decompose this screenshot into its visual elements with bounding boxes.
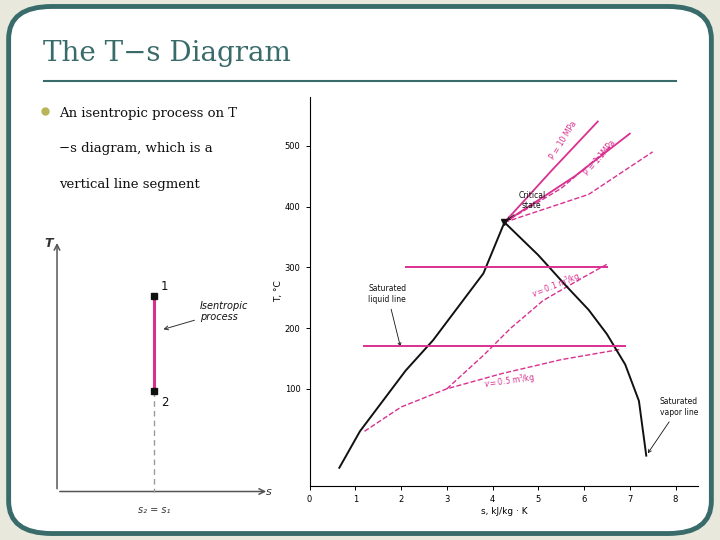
Text: P = 10 MPa: P = 10 MPa <box>548 120 579 161</box>
Text: s: s <box>266 487 271 497</box>
Text: Saturated
liquid line: Saturated liquid line <box>369 285 406 346</box>
Text: s₂ = s₁: s₂ = s₁ <box>138 505 170 515</box>
Y-axis label: T, °C: T, °C <box>274 281 283 302</box>
Text: $v=0.5\ \mathrm{m}^3\!/\mathrm{kg}$: $v=0.5\ \mathrm{m}^3\!/\mathrm{kg}$ <box>483 370 536 392</box>
X-axis label: s, kJ/kg · K: s, kJ/kg · K <box>481 507 527 516</box>
Text: $v=0.1\ \mathrm{m}^3\!/\mathrm{kg}$: $v=0.1\ \mathrm{m}^3\!/\mathrm{kg}$ <box>529 269 582 302</box>
Text: Saturated
vapor line: Saturated vapor line <box>648 397 698 453</box>
Text: Isentropic
process: Isentropic process <box>164 301 248 330</box>
Text: T: T <box>44 238 53 251</box>
Text: An isentropic process on T: An isentropic process on T <box>59 107 237 120</box>
Text: −s diagram, which is a: −s diagram, which is a <box>59 143 213 156</box>
Text: 1: 1 <box>161 280 168 293</box>
Text: 2: 2 <box>161 396 168 409</box>
Text: The T−s Diagram: The T−s Diagram <box>43 40 291 67</box>
Text: Critical
state: Critical state <box>508 191 546 220</box>
Text: P = 1.1MPa: P = 1.1MPa <box>582 138 618 177</box>
Text: vertical line segment: vertical line segment <box>59 178 199 191</box>
